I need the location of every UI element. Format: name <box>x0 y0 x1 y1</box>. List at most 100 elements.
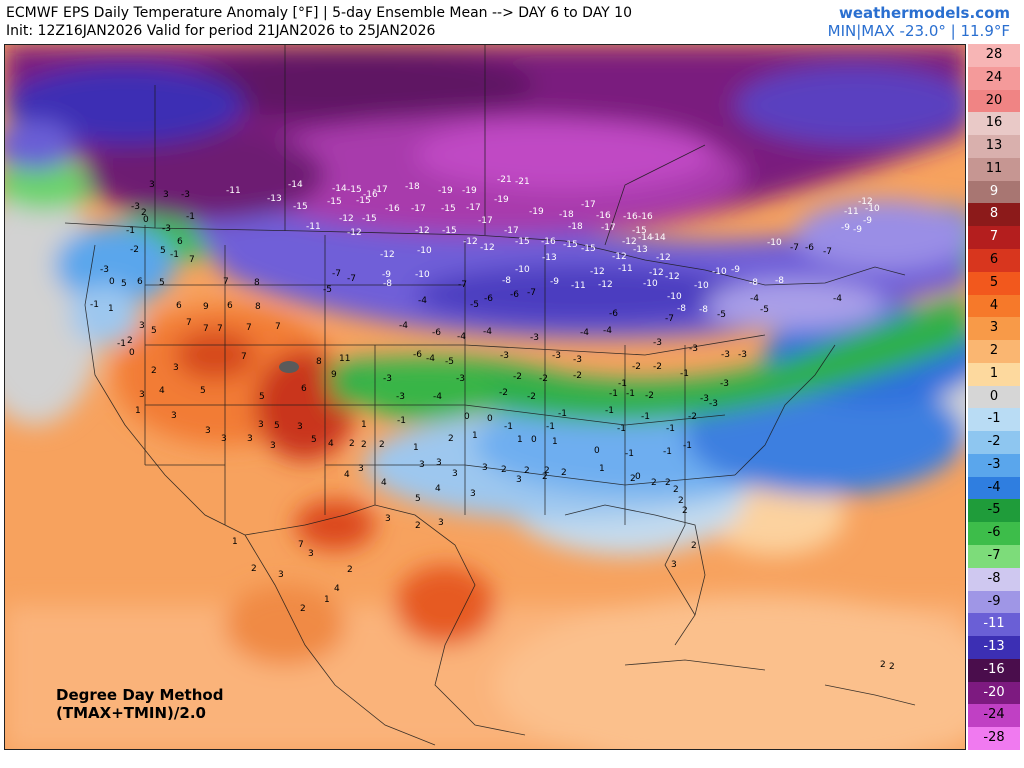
anomaly-value: 3 <box>139 321 145 331</box>
anomaly-value: -19 <box>462 186 477 196</box>
legend-label: 2 <box>989 343 999 359</box>
anomaly-value: 3 <box>482 463 488 473</box>
anomaly-value: -1 <box>618 379 627 389</box>
anomaly-value: 3 <box>297 422 303 432</box>
anomaly-value: -1 <box>546 422 555 432</box>
anomaly-value: 2 <box>349 439 355 449</box>
anomaly-value: -8 <box>699 305 708 315</box>
anomaly-value: 2 <box>630 474 636 484</box>
anomaly-value: 7 <box>241 352 247 362</box>
legend-item: 9 <box>968 180 1020 204</box>
anomaly-value: -6 <box>609 309 618 319</box>
anomaly-value: -10 <box>417 246 432 256</box>
max-anomaly-spot <box>279 361 299 373</box>
anomaly-value: -2 <box>539 374 548 384</box>
anomaly-value: -15 <box>632 226 647 236</box>
anomaly-value: 2 <box>379 440 385 450</box>
anomaly-value: 6 <box>301 384 307 394</box>
map-init-valid: Init: 12Z16JAN2026 Valid for period 21JA… <box>6 23 436 39</box>
anomaly-value: -12 <box>347 228 362 238</box>
anomaly-value: -12 <box>649 268 664 278</box>
legend-label: -3 <box>987 456 1001 472</box>
anomaly-value: -12 <box>463 237 478 247</box>
legend-item: 24 <box>968 66 1020 90</box>
anomaly-value: -3 <box>700 394 709 404</box>
anomaly-value: 9 <box>331 370 337 380</box>
anomaly-value: -4 <box>426 354 435 364</box>
anomaly-value: -1 <box>126 226 135 236</box>
legend-item: 28 <box>968 44 1020 67</box>
legend-label: 4 <box>989 297 999 313</box>
legend-item: -4 <box>968 476 1020 500</box>
legend-item: -20 <box>968 681 1020 705</box>
map-canvas: -14 -14 -15 -17 -18 -19 -19-21 -21-16-15-15-13-… <box>5 45 965 749</box>
anomaly-value: 3 <box>205 426 211 436</box>
anomaly-value: -15 <box>347 185 362 195</box>
anomaly-value: 5 <box>259 392 265 402</box>
color-legend: 28 24 20 16 13 11 9 8 7 6 5 4 3 2 1 0 -1 -2 -3 -4 -5 -6 -7 -8 -9… <box>968 44 1020 750</box>
anomaly-value: 2 <box>665 478 671 488</box>
anomaly-value: -3 <box>720 379 729 389</box>
anomaly-value: 3 <box>470 489 476 499</box>
anomaly-value: -3 <box>383 374 392 384</box>
anomaly-value: -12 <box>590 267 605 277</box>
anomaly-value: -16 <box>363 190 378 200</box>
legend-label: 1 <box>989 365 999 381</box>
anomaly-value: 3 <box>149 180 155 190</box>
anomaly-value: -12 <box>415 226 430 236</box>
anomaly-value: -1 <box>663 447 672 457</box>
legend-item: 0 <box>968 385 1020 409</box>
legend-label: -11 <box>983 616 1005 632</box>
legend-label: 8 <box>989 206 999 222</box>
anomaly-value: 2 <box>673 485 679 495</box>
anomaly-value: 0 <box>143 215 149 225</box>
legend-item: 4 <box>968 294 1020 318</box>
anomaly-value: -7 <box>347 274 356 284</box>
anomaly-value: 3 <box>385 514 391 524</box>
anomaly-value: 2 <box>651 478 657 488</box>
legend-item: -16 <box>968 658 1020 682</box>
anomaly-value: -11 <box>306 222 321 232</box>
anomaly-value: 0 <box>594 446 600 456</box>
anomaly-value: -3 <box>100 265 109 275</box>
anomaly-value: -6 <box>484 294 493 304</box>
legend-label: -9 <box>987 593 1001 609</box>
anomaly-value: 2 <box>880 660 886 670</box>
anomaly-value: 3 <box>452 469 458 479</box>
anomaly-value: -1 <box>626 389 635 399</box>
anomaly-value: 0 <box>635 472 641 482</box>
anomaly-value: -1 <box>504 422 513 432</box>
anomaly-value: -15 <box>362 214 377 224</box>
anomaly-value: 5 <box>160 246 166 256</box>
legend-item: 20 <box>968 89 1020 113</box>
anomaly-value: -12 <box>339 214 354 224</box>
anomaly-value: 3 <box>173 363 179 373</box>
anomaly-value: 1 <box>552 437 558 447</box>
anomaly-labels: -14 -14 -15 -17 -18 -19 -19-21 -21-16-15-15-13-… <box>90 175 895 672</box>
anomaly-value: -1 <box>90 300 99 310</box>
anomaly-value: 1 <box>135 406 141 416</box>
anomaly-value: -4 <box>418 296 427 306</box>
anomaly-value: 7 <box>246 323 252 333</box>
legend-item: 16 <box>968 112 1020 136</box>
legend-label: 28 <box>985 47 1003 62</box>
anomaly-value: 3 <box>258 420 264 430</box>
anomaly-value: 5 <box>159 278 165 288</box>
anomaly-value: 3 <box>436 458 442 468</box>
legend-item: -8 <box>968 567 1020 591</box>
anomaly-value: -19 <box>494 195 509 205</box>
anomaly-value: -3 <box>552 351 561 361</box>
anomaly-value: 4 <box>381 478 387 488</box>
legend-item: 3 <box>968 317 1020 341</box>
anomaly-value: 0 <box>487 414 493 424</box>
anomaly-value: -3 <box>181 190 190 200</box>
anomaly-value: 6 <box>177 237 183 247</box>
anomaly-value: 2 <box>300 604 306 614</box>
anomaly-value: 6 <box>176 301 182 311</box>
anomaly-value: 2 <box>448 434 454 444</box>
anomaly-value: 1 <box>108 304 114 314</box>
anomaly-value: -1 <box>186 212 195 222</box>
anomaly-value: 0 <box>129 348 135 358</box>
legend-label: -24 <box>983 707 1005 723</box>
anomaly-value: -4 <box>457 332 466 342</box>
